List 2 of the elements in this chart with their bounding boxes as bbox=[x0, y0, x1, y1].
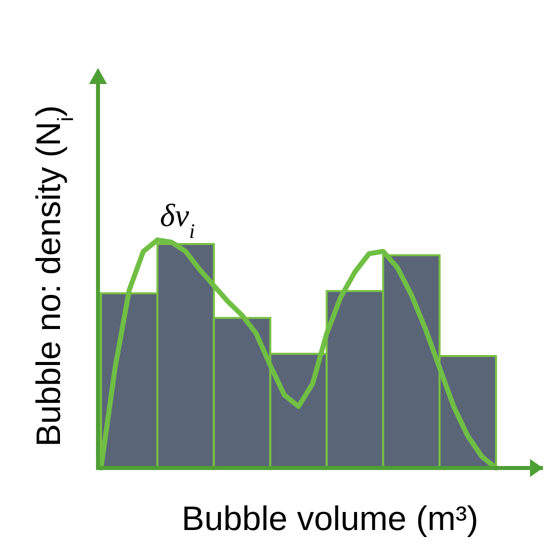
x-axis-title: Bubble volume (m³) bbox=[182, 500, 478, 538]
annotation: δv$_{i}$ bbox=[160, 197, 196, 242]
